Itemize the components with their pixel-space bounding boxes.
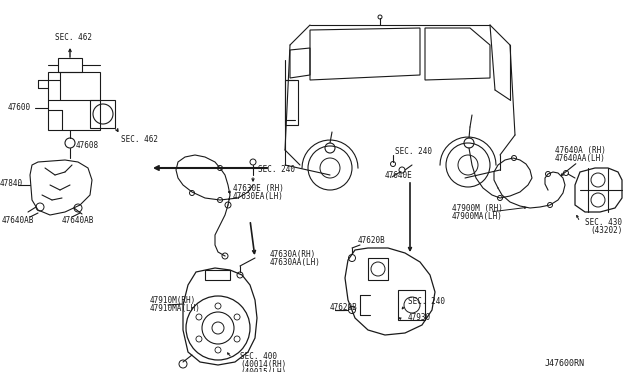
- Text: 47900MA(LH): 47900MA(LH): [452, 212, 503, 221]
- Text: 47630A(RH): 47630A(RH): [270, 250, 316, 260]
- Text: 47910M(RH): 47910M(RH): [150, 295, 196, 305]
- Text: 47900M (RH): 47900M (RH): [452, 203, 503, 212]
- Text: 47620B: 47620B: [358, 236, 386, 245]
- Text: 47620B: 47620B: [330, 304, 358, 312]
- Text: 47608: 47608: [76, 141, 99, 150]
- Text: 47640AA(LH): 47640AA(LH): [555, 154, 606, 163]
- Text: SEC. 400: SEC. 400: [240, 352, 277, 361]
- Text: SEC. 430: SEC. 430: [585, 218, 622, 227]
- Text: 47640A (RH): 47640A (RH): [555, 145, 606, 154]
- Text: 47840: 47840: [0, 180, 23, 189]
- Text: SEC. 462: SEC. 462: [121, 135, 158, 144]
- Text: SEC. 240: SEC. 240: [408, 298, 445, 307]
- Text: 47930: 47930: [408, 314, 431, 323]
- Text: J47600RN: J47600RN: [545, 359, 585, 368]
- Text: 47640E: 47640E: [385, 170, 413, 180]
- Text: SEC. 240: SEC. 240: [395, 148, 432, 157]
- Text: 47640AB: 47640AB: [2, 216, 35, 225]
- Text: 47630E (RH): 47630E (RH): [233, 183, 284, 192]
- Text: SEC. 462: SEC. 462: [55, 33, 92, 42]
- Text: (43202): (43202): [590, 226, 622, 235]
- Text: (40014(RH): (40014(RH): [240, 360, 286, 369]
- Text: (40015(LH): (40015(LH): [240, 368, 286, 372]
- Text: 47640AB: 47640AB: [62, 216, 94, 225]
- Text: 47600: 47600: [8, 103, 31, 112]
- Text: 47910MA(LH): 47910MA(LH): [150, 304, 201, 312]
- Text: 47630EA(LH): 47630EA(LH): [233, 192, 284, 201]
- Text: 47630AA(LH): 47630AA(LH): [270, 259, 321, 267]
- Text: SEC. 240: SEC. 240: [258, 166, 295, 174]
